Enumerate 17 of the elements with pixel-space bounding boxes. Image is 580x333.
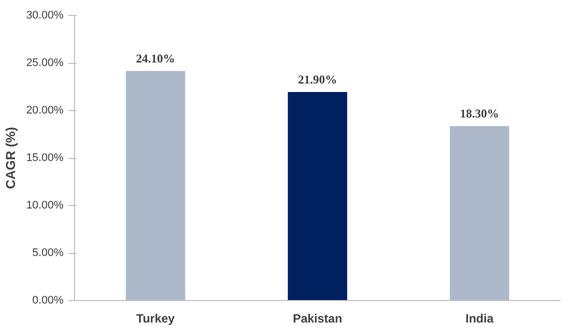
y-tick-label: 5.00% bbox=[32, 247, 64, 259]
data-label: 24.10% bbox=[136, 52, 175, 66]
data-label: 18.30% bbox=[460, 106, 499, 121]
bar bbox=[288, 92, 348, 300]
y-tick-label: 30.00% bbox=[26, 10, 64, 22]
data-label: 21.90% bbox=[298, 72, 337, 86]
y-axis-title: CAGR (%) bbox=[3, 126, 18, 190]
bar bbox=[450, 126, 510, 300]
y-tick-label: 0.00% bbox=[32, 294, 64, 306]
x-tick-label: Pakistan bbox=[292, 312, 342, 326]
x-tick-label: India bbox=[466, 312, 494, 326]
x-tick-label: Turkey bbox=[136, 312, 176, 326]
y-tick-label: 10.00% bbox=[26, 200, 64, 212]
y-tick-label: 25.00% bbox=[26, 57, 64, 69]
y-tick-label: 15.00% bbox=[26, 152, 64, 164]
bar bbox=[126, 71, 186, 300]
y-tick-label: 20.00% bbox=[26, 104, 64, 116]
